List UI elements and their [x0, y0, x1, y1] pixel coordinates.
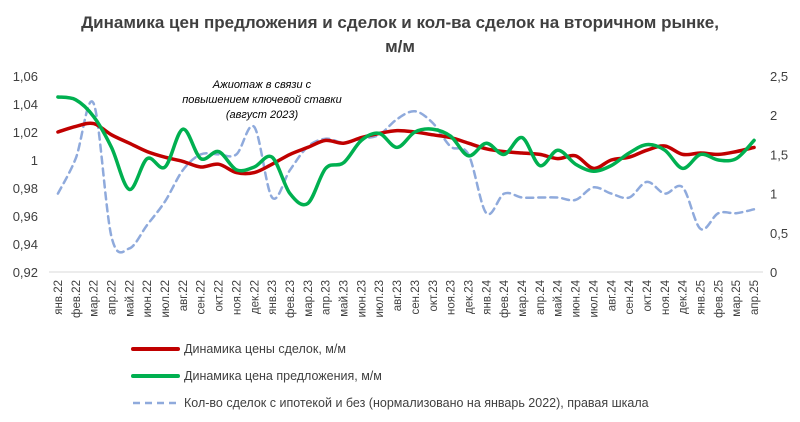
series-deal-count-line: [56, 100, 756, 254]
y-left-tick-label: 1,04: [13, 97, 38, 112]
x-axis-ticks: янв.22 фев.22 мар.22 апр.22 май.22 июн.22 июл.…: [53, 279, 761, 318]
y-right-tick-label: 0: [770, 265, 777, 280]
x-tick-label: авг.22: [178, 280, 190, 311]
x-tick-label: дек.22: [249, 280, 261, 314]
legend: Динамика цены сделок, м/м Динамика цена …: [131, 342, 649, 410]
legend-label-deal-count: Кол-во сделок с ипотекой и без (нормализ…: [184, 396, 649, 410]
annotation-line-2: повышением ключевой ставки: [182, 94, 342, 106]
x-tick-label: май.23: [339, 280, 351, 317]
x-tick-label: апр.22: [106, 280, 118, 315]
x-tick-label: янв.25: [696, 280, 708, 315]
x-tick-label: июл.22: [160, 280, 172, 318]
y-right-tick-label: 1: [770, 187, 777, 202]
series-lines: [56, 95, 756, 254]
x-tick-label: июл.23: [374, 280, 386, 318]
x-tick-label: фев.22: [71, 280, 83, 318]
y-right-tick-label: 2,5: [770, 69, 788, 84]
y-left-tick-label: 0,92: [13, 265, 38, 280]
x-tick-label: янв.22: [53, 280, 65, 315]
y-left-tick-label: 1: [31, 153, 38, 168]
annotation-rate-hike: Ажиотаж в связи с повышением ключевой ст…: [182, 79, 342, 121]
x-tick-label: апр.23: [321, 280, 333, 315]
x-tick-label: сен.24: [624, 279, 636, 314]
x-tick-label: июл.24: [588, 279, 600, 317]
right-axis-ticks: 0 0,5 1 1,5 2 2,5: [770, 69, 788, 280]
x-tick-label: сен.23: [410, 280, 422, 314]
x-tick-label: мар.24: [517, 279, 529, 316]
x-tick-label: авг.24: [606, 279, 618, 311]
annotation-line-1: Ажиотаж в связи с: [212, 79, 312, 91]
x-tick-label: мар.25: [731, 280, 743, 317]
x-tick-label: мар.22: [89, 280, 101, 317]
x-tick-label: июн.23: [356, 280, 368, 317]
x-tick-label: янв.23: [267, 280, 279, 315]
legend-label-offer-price: Динамика цена предложения, м/м: [184, 369, 382, 383]
x-tick-label: мар.23: [303, 280, 315, 317]
series-offer-price-line: [56, 95, 756, 207]
x-tick-label: фев.24: [499, 279, 511, 318]
left-axis-ticks: 0,92 0,94 0,96 0,98 1 1,02 1,04 1,06: [13, 69, 38, 280]
x-tick-label: янв.24: [481, 279, 493, 314]
x-tick-label: июн.22: [142, 280, 154, 317]
y-left-tick-label: 0,96: [13, 209, 38, 224]
annotation-line-3: (август 2023): [226, 109, 299, 121]
x-tick-label: сен.22: [196, 280, 208, 314]
legend-label-deal-price: Динамика цены сделок, м/м: [184, 342, 346, 356]
x-tick-label: апр.24: [535, 279, 547, 315]
x-tick-label: дек.24: [678, 279, 690, 314]
x-tick-label: июн.24: [571, 279, 583, 317]
y-right-tick-label: 0,5: [770, 226, 788, 241]
x-tick-label: дек.23: [463, 280, 475, 314]
y-left-tick-label: 0,98: [13, 181, 38, 196]
y-right-tick-label: 2: [770, 108, 777, 123]
chart-title-line-1: Динамика цен предложения и сделок и кол-…: [81, 13, 719, 32]
x-tick-label: май.24: [553, 279, 565, 316]
series-deal-price-line: [56, 121, 756, 176]
x-tick-label: окт.24: [642, 279, 654, 311]
x-tick-label: авг.23: [392, 280, 404, 311]
y-left-tick-label: 1,06: [13, 69, 38, 84]
x-tick-label: фев.23: [285, 280, 297, 318]
x-tick-label: май.22: [124, 280, 136, 317]
x-tick-label: ноя.23: [446, 280, 458, 315]
x-tick-label: фев.25: [713, 280, 725, 318]
chart-title-line-2: м/м: [385, 37, 415, 56]
x-tick-label: ноя.24: [660, 279, 672, 315]
x-tick-label: окт.22: [214, 280, 226, 312]
x-tick-label: апр.25: [749, 280, 761, 315]
x-tick-label: ноя.22: [231, 280, 243, 315]
y-right-tick-label: 1,5: [770, 147, 788, 162]
y-left-tick-label: 1,02: [13, 125, 38, 140]
y-left-tick-label: 0,94: [13, 237, 38, 252]
x-tick-label: окт.23: [428, 280, 440, 312]
